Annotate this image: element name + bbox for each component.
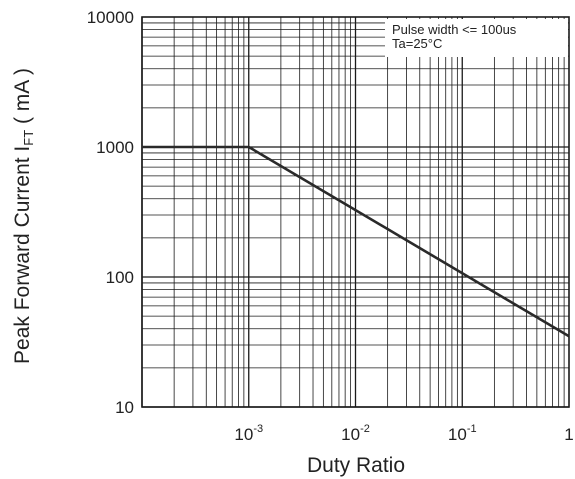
- x-axis-title: Duty Ratio: [307, 454, 405, 477]
- x-tick-label: 10-2: [341, 423, 370, 444]
- y-tick-label: 10: [115, 398, 134, 417]
- y-tick-label: 1000: [96, 138, 134, 157]
- y-axis-title: Peak Forward Current IFT ( mA ): [11, 68, 36, 364]
- grid-lines: [141, 17, 569, 408]
- series-line: [142, 145, 570, 338]
- y-tick-label: 10000: [87, 8, 134, 27]
- x-tick-label: 1: [564, 425, 573, 444]
- x-tick-labels: 10-3 10-2 10-1 1: [234, 423, 573, 444]
- annotation-line-1: Pulse width <= 100us: [392, 22, 517, 37]
- x-tick-label: 10-1: [448, 423, 477, 444]
- annotation-box: Pulse width <= 100us Ta=25°C: [385, 19, 568, 57]
- x-tick-label: 10-3: [234, 423, 263, 444]
- annotation-background: [385, 19, 568, 57]
- plot-frame: [141, 16, 570, 408]
- annotation-line-2: Ta=25°C: [392, 36, 442, 51]
- y-tick-labels: 10 100 1000 10000: [87, 8, 134, 417]
- y-tick-label: 100: [106, 268, 134, 287]
